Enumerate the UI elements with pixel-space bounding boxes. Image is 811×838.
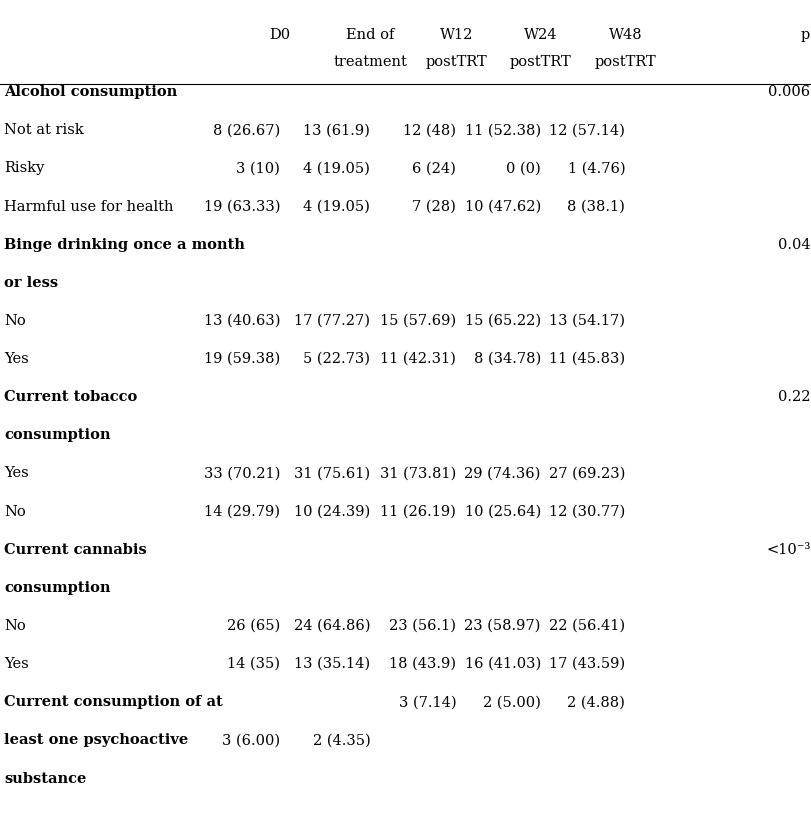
Text: Yes: Yes: [4, 467, 28, 480]
Text: 18 (43.9): 18 (43.9): [388, 657, 456, 671]
Text: 29 (74.36): 29 (74.36): [464, 467, 540, 480]
Text: postTRT: postTRT: [509, 54, 571, 69]
Text: Yes: Yes: [4, 657, 28, 671]
Text: Current tobacco: Current tobacco: [4, 391, 137, 404]
Text: No: No: [4, 314, 26, 328]
Text: No: No: [4, 504, 26, 519]
Text: 10 (24.39): 10 (24.39): [294, 504, 370, 519]
Text: 7 (28): 7 (28): [412, 199, 456, 214]
Text: 4 (19.05): 4 (19.05): [303, 162, 370, 175]
Text: or less: or less: [4, 276, 58, 290]
Text: 27 (69.23): 27 (69.23): [548, 467, 624, 480]
Text: consumption: consumption: [4, 581, 110, 595]
Text: 10 (25.64): 10 (25.64): [464, 504, 540, 519]
Text: 31 (75.61): 31 (75.61): [294, 467, 370, 480]
Text: 1 (4.76): 1 (4.76): [567, 162, 624, 175]
Text: Current consumption of at: Current consumption of at: [4, 696, 222, 709]
Text: 11 (42.31): 11 (42.31): [380, 352, 456, 366]
Text: W48: W48: [607, 28, 642, 42]
Text: 0.006: 0.006: [767, 85, 809, 99]
Text: 24 (64.86): 24 (64.86): [294, 619, 370, 633]
Text: 23 (56.1): 23 (56.1): [388, 619, 456, 633]
Text: 26 (65): 26 (65): [226, 619, 280, 633]
Text: Yes: Yes: [4, 352, 28, 366]
Text: 17 (43.59): 17 (43.59): [548, 657, 624, 671]
Text: 4 (19.05): 4 (19.05): [303, 199, 370, 214]
Text: 2 (4.88): 2 (4.88): [567, 696, 624, 709]
Text: 8 (34.78): 8 (34.78): [473, 352, 540, 366]
Text: 12 (48): 12 (48): [403, 123, 456, 137]
Text: least one psychoactive: least one psychoactive: [4, 733, 188, 747]
Text: 14 (29.79): 14 (29.79): [204, 504, 280, 519]
Text: 6 (24): 6 (24): [412, 162, 456, 175]
Text: 16 (41.03): 16 (41.03): [464, 657, 540, 671]
Text: 3 (7.14): 3 (7.14): [398, 696, 456, 709]
Text: 0 (0): 0 (0): [505, 162, 540, 175]
Text: 5 (22.73): 5 (22.73): [303, 352, 370, 366]
Text: 13 (40.63): 13 (40.63): [204, 314, 280, 328]
Text: Not at risk: Not at risk: [4, 123, 84, 137]
Text: 15 (57.69): 15 (57.69): [380, 314, 456, 328]
Text: 19 (63.33): 19 (63.33): [204, 199, 280, 214]
Text: Harmful use for health: Harmful use for health: [4, 199, 174, 214]
Text: postTRT: postTRT: [425, 54, 487, 69]
Text: No: No: [4, 619, 26, 633]
Text: Binge drinking once a month: Binge drinking once a month: [4, 238, 245, 251]
Text: Current cannabis: Current cannabis: [4, 543, 147, 556]
Text: 0.04: 0.04: [777, 238, 809, 251]
Text: 0.22: 0.22: [777, 391, 809, 404]
Text: 15 (65.22): 15 (65.22): [464, 314, 540, 328]
Text: 3 (6.00): 3 (6.00): [221, 733, 280, 747]
Text: 13 (61.9): 13 (61.9): [303, 123, 370, 137]
Text: D0: D0: [269, 28, 290, 42]
Text: 17 (77.27): 17 (77.27): [294, 314, 370, 328]
Text: 2 (4.35): 2 (4.35): [312, 733, 370, 747]
Text: 14 (35): 14 (35): [227, 657, 280, 671]
Text: substance: substance: [4, 772, 86, 785]
Text: 19 (59.38): 19 (59.38): [204, 352, 280, 366]
Text: 11 (52.38): 11 (52.38): [464, 123, 540, 137]
Text: End of: End of: [345, 28, 394, 42]
Text: postTRT: postTRT: [594, 54, 655, 69]
Text: 13 (35.14): 13 (35.14): [294, 657, 370, 671]
Text: p: p: [800, 28, 809, 42]
Text: 12 (57.14): 12 (57.14): [549, 123, 624, 137]
Text: 11 (45.83): 11 (45.83): [548, 352, 624, 366]
Text: treatment: treatment: [333, 54, 406, 69]
Text: 10 (47.62): 10 (47.62): [464, 199, 540, 214]
Text: Risky: Risky: [4, 162, 45, 175]
Text: 3 (10): 3 (10): [236, 162, 280, 175]
Text: W12: W12: [439, 28, 473, 42]
Text: 22 (56.41): 22 (56.41): [548, 619, 624, 633]
Text: consumption: consumption: [4, 428, 110, 442]
Text: 12 (30.77): 12 (30.77): [548, 504, 624, 519]
Text: 8 (26.67): 8 (26.67): [212, 123, 280, 137]
Text: 33 (70.21): 33 (70.21): [204, 467, 280, 480]
Text: 8 (38.1): 8 (38.1): [567, 199, 624, 214]
Text: 23 (58.97): 23 (58.97): [464, 619, 540, 633]
Text: 11 (26.19): 11 (26.19): [380, 504, 456, 519]
Text: 2 (5.00): 2 (5.00): [483, 696, 540, 709]
Text: 13 (54.17): 13 (54.17): [548, 314, 624, 328]
Text: 31 (73.81): 31 (73.81): [380, 467, 456, 480]
Text: Alcohol consumption: Alcohol consumption: [4, 85, 177, 99]
Text: <10⁻³: <10⁻³: [765, 543, 809, 556]
Text: W24: W24: [523, 28, 557, 42]
